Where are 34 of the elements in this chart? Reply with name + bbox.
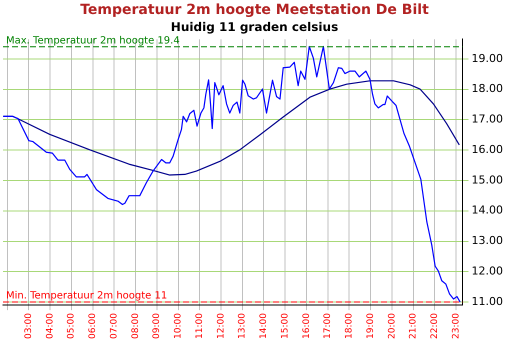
y-tick-label: 15.00 — [472, 173, 504, 186]
x-tick-label: 09:00 — [152, 312, 162, 339]
x-tick-label: 07:00 — [109, 312, 120, 339]
x-tick-label: 04:00 — [45, 312, 56, 339]
x-tick-label: 21:00 — [408, 312, 419, 339]
y-tick-label: 19.00 — [472, 52, 504, 65]
x-tick-label: 16:00 — [302, 312, 312, 339]
y-tick-label: 12.00 — [472, 264, 504, 278]
x-tick-label: 13:00 — [238, 312, 248, 339]
x-tick-label: 22:00 — [430, 312, 440, 339]
x-tick-label: 08:00 — [130, 312, 141, 339]
ref-line-label: Min. Temperatuur 2m hoogte 11 — [6, 290, 168, 302]
y-tick-label: 18.00 — [472, 82, 504, 96]
x-tick-label: 17:00 — [323, 312, 334, 339]
x-tick-label: 10:00 — [174, 312, 184, 339]
x-tick-label: 12:00 — [216, 312, 226, 339]
x-tick-label: 23:00 — [451, 312, 462, 339]
chart-title: Temperatuur 2m hoogte Meetstation De Bilt — [80, 2, 430, 18]
x-tick-label: 11:00 — [194, 312, 205, 339]
x-tick-label: 05:00 — [66, 312, 77, 339]
y-tick-label: 16.00 — [472, 142, 504, 156]
chart-subtitle: Huidig 11 graden celsius — [170, 20, 338, 34]
y-tick-label: 11.00 — [472, 294, 504, 308]
x-tick-label: 06:00 — [88, 312, 98, 339]
x-tick-label: 20:00 — [387, 312, 398, 339]
x-tick-label: 03:00 — [24, 312, 34, 339]
x-tick-label: 15:00 — [280, 312, 290, 339]
y-tick-label: 14.00 — [472, 204, 504, 217]
x-tick-label: 19:00 — [366, 312, 376, 339]
x-tick-label: 18:00 — [344, 312, 355, 339]
x-tick-label: 14:00 — [259, 312, 270, 339]
ref-line-label: Max. Temperatuur 2m hoogte 19.4 — [6, 35, 180, 46]
y-tick-label: 17.00 — [472, 112, 504, 126]
y-tick-label: 13.00 — [472, 234, 504, 248]
